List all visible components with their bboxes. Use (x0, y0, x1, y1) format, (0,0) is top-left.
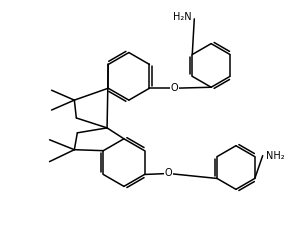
Text: NH₂: NH₂ (266, 151, 284, 161)
Text: H₂N: H₂N (173, 12, 191, 22)
Text: O: O (165, 169, 172, 178)
Text: O: O (171, 83, 178, 93)
